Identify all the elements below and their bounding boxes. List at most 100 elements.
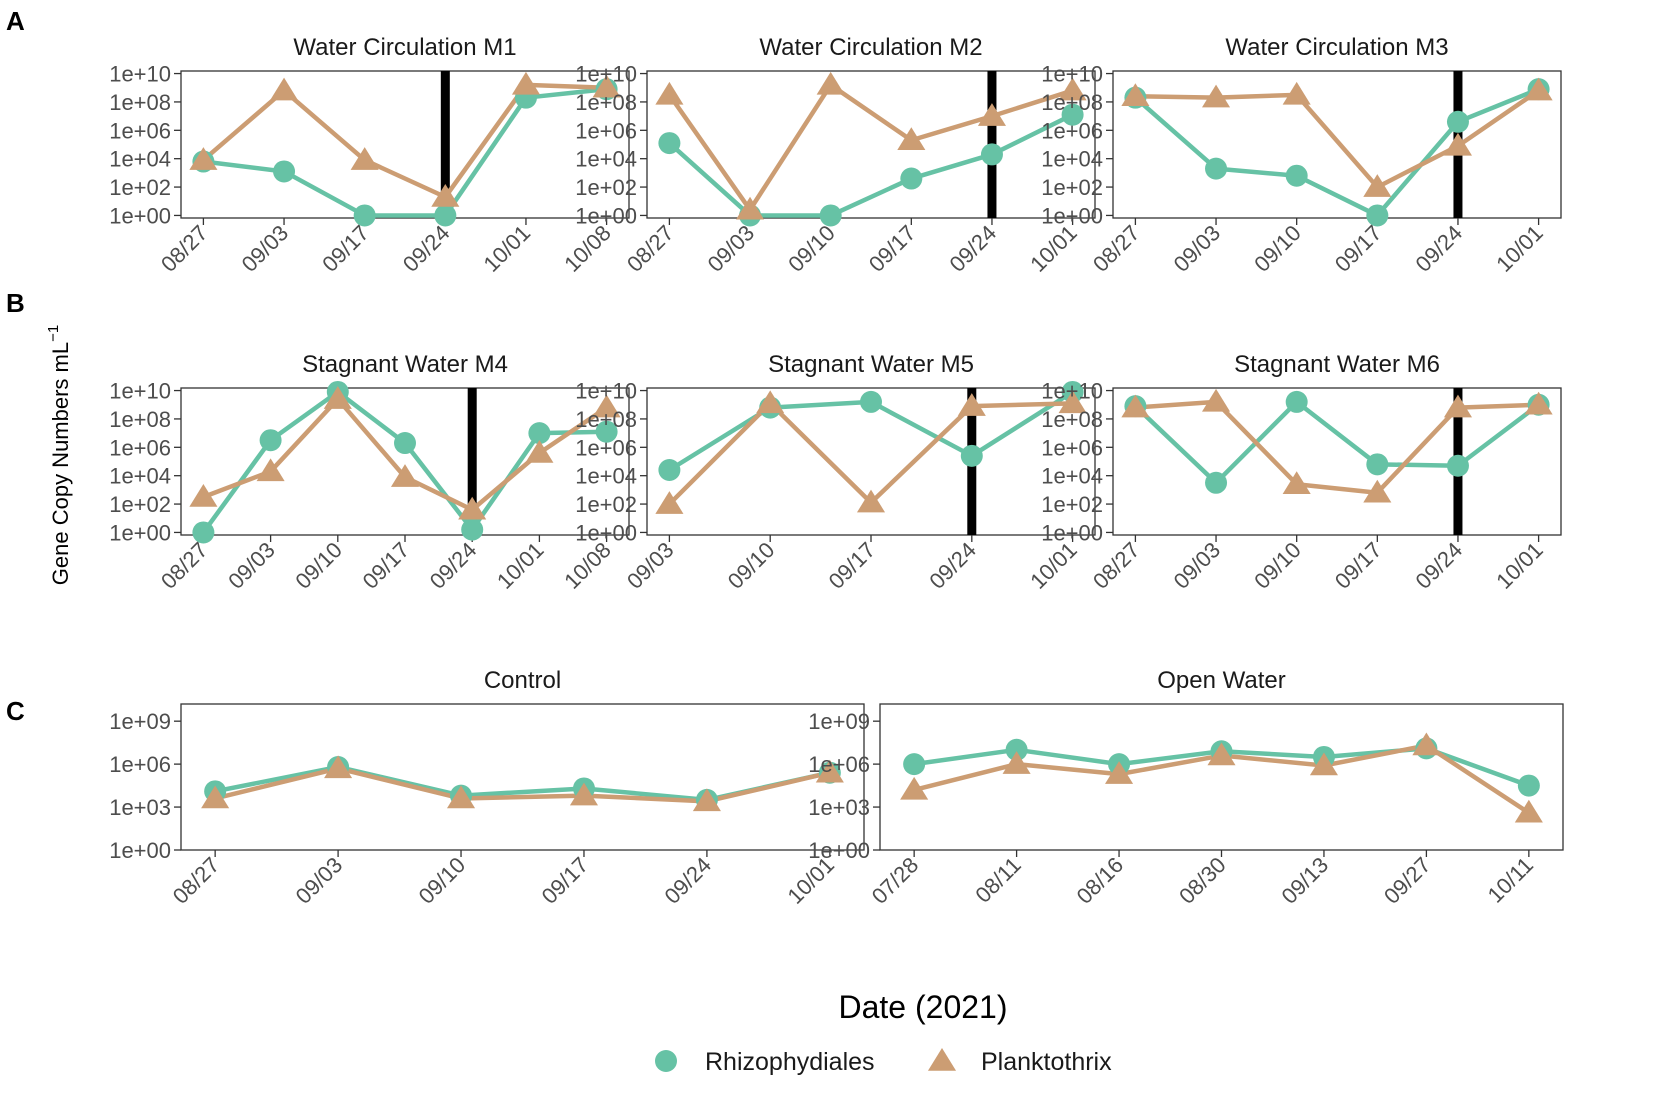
x-tick-label: 09/24 [398,220,455,277]
series-line-rhizophydiales [1133,87,1540,218]
x-tick-label: 10/01 [492,537,549,594]
y-tick-label: 1e+04 [109,147,171,172]
point-rhizophydiales [1366,453,1389,476]
x-tick-label: 09/13 [1277,852,1334,909]
x-axis-label: Date (2021) [839,989,1008,1025]
x-tick-label: 09/24 [425,537,482,594]
y-tick-label: 1e+09 [808,709,870,734]
panel-stagnant-water-m4: Stagnant Water M4 1e+00 1e+02 1e+04 1e+06 1e+… [109,351,630,594]
x-tick-label: 10/08 [559,220,616,277]
point-rhizophydiales [1005,738,1028,761]
panel-stagnant-water-m6: Stagnant Water M6 1e+00 1e+02 1e+04 1e+06 1e+… [1041,351,1562,594]
x-tick-label: 09/10 [414,852,471,909]
x-tick-label: 09/24 [659,852,716,909]
point-rhizophydiales [595,420,618,443]
point-planktothrix [1121,83,1150,107]
y-tick-label: 1e+06 [575,118,637,143]
y-tick-label: 1e+00 [1041,203,1103,228]
x-tick-label: 09/24 [1411,220,1468,277]
y-tick-label: 1e+10 [575,62,637,87]
point-planktothrix [201,785,230,809]
point-planktothrix [815,759,844,783]
legend-key-planktothrix [927,1048,957,1071]
point-planktothrix [957,393,986,416]
x-tick-label: 08/27 [156,220,213,277]
panel-control: Control 1e+00 1e+03 1e+06 1e+09 08/27 09/03 09/… [109,667,865,909]
y-tick-label: 1e+04 [1041,464,1103,489]
panel-frame [1112,387,1562,536]
panel-frame [180,70,630,219]
y-axis-label-group: Gene Copy Numbers mL−1 [45,325,73,585]
y-tick-label: 1e+09 [109,709,171,734]
series-line-planktothrix [667,82,1074,213]
legend: Rhizophydiales Planktothrix [655,1048,1112,1076]
x-tick-label: 08/16 [1072,852,1129,909]
point-planktothrix [525,439,554,463]
y-tick-label: 1e+08 [1041,90,1103,115]
y-tick-label: 1e+00 [109,203,171,228]
y-tick-label: 1e+00 [808,838,870,863]
point-rhizophydiales [980,143,1003,166]
panel-title-water-circulation-m1: Water Circulation M1 [293,34,516,61]
point-planktothrix [856,489,886,513]
y-tick-label: 1e+02 [575,175,637,200]
panel-stagnant-water-m5: Stagnant Water M5 1e+00 1e+02 1e+04 1e+06 1e+… [575,351,1096,594]
x-tick-label: 08/27 [622,220,679,277]
panel-title-open-water: Open Water [1157,667,1286,694]
point-planktothrix [569,782,599,806]
x-tick-label: 08/27 [168,852,225,909]
point-rhizophydiales [273,160,296,183]
x-tick-label: 09/03 [291,852,348,909]
series-line-planktothrix [1135,399,1539,495]
point-planktothrix [1058,77,1087,101]
point-planktothrix [1363,174,1392,197]
point-planktothrix [350,147,379,170]
y-tick-label: 1e+06 [109,435,171,460]
point-planktothrix [1514,799,1543,823]
panel-open-water: Open Water 1e+00 1e+03 1e+06 1e+09 07/28 08/11… [808,667,1564,909]
y-tick-label: 1e+08 [1041,407,1103,432]
point-planktothrix [1282,471,1311,494]
point-rhizophydiales [1285,390,1308,413]
x-tick-label: 09/24 [924,537,981,594]
y-tick-label: 1e+08 [575,407,637,432]
series-line-planktothrix [214,766,831,804]
panel-title-stagnant-water-m5: Stagnant Water M5 [768,351,974,378]
panel-label-c: C [6,696,25,726]
point-planktothrix [1058,390,1087,414]
series-line-rhizophydiales [1133,399,1540,486]
panel-title-stagnant-water-m4: Stagnant Water M4 [302,351,508,378]
y-tick-label: 1e+00 [109,838,171,863]
y-tick-label: 1e+00 [575,520,637,545]
series-line-rhizophydiales [203,86,607,218]
point-planktothrix [1309,752,1338,776]
point-planktothrix [1207,742,1236,766]
point-planktothrix [692,788,721,812]
point-planktothrix [1202,388,1231,412]
x-tick-label: 09/17 [1330,220,1387,277]
y-tick-label: 1e+08 [109,90,171,115]
point-planktothrix [1412,732,1441,756]
x-tick-label: 09/17 [358,537,415,594]
x-tick-label: 07/28 [867,852,924,909]
point-rhizophydiales [860,390,882,413]
x-tick-label: 09/03 [703,220,760,277]
y-tick-label: 1e+06 [1041,118,1103,143]
panel-title-control: Control [484,667,561,694]
point-rhizophydiales [960,444,983,467]
point-planktothrix [592,74,621,98]
x-tick-label: 09/17 [864,220,921,277]
panel-label-a: A [6,6,25,36]
point-rhizophydiales [658,132,681,155]
point-planktothrix [1002,751,1031,774]
panel-frame [180,387,630,536]
x-tick-label: 10/08 [559,537,616,594]
y-tick-label: 1e+04 [575,147,637,172]
legend-label-planktothrix: Planktothrix [981,1048,1112,1076]
point-planktothrix [1443,132,1472,156]
y-tick-label: 1e+02 [1041,175,1103,200]
point-rhizophydiales [1205,157,1228,180]
point-planktothrix [816,71,845,95]
y-tick-label: 1e+03 [808,795,870,820]
